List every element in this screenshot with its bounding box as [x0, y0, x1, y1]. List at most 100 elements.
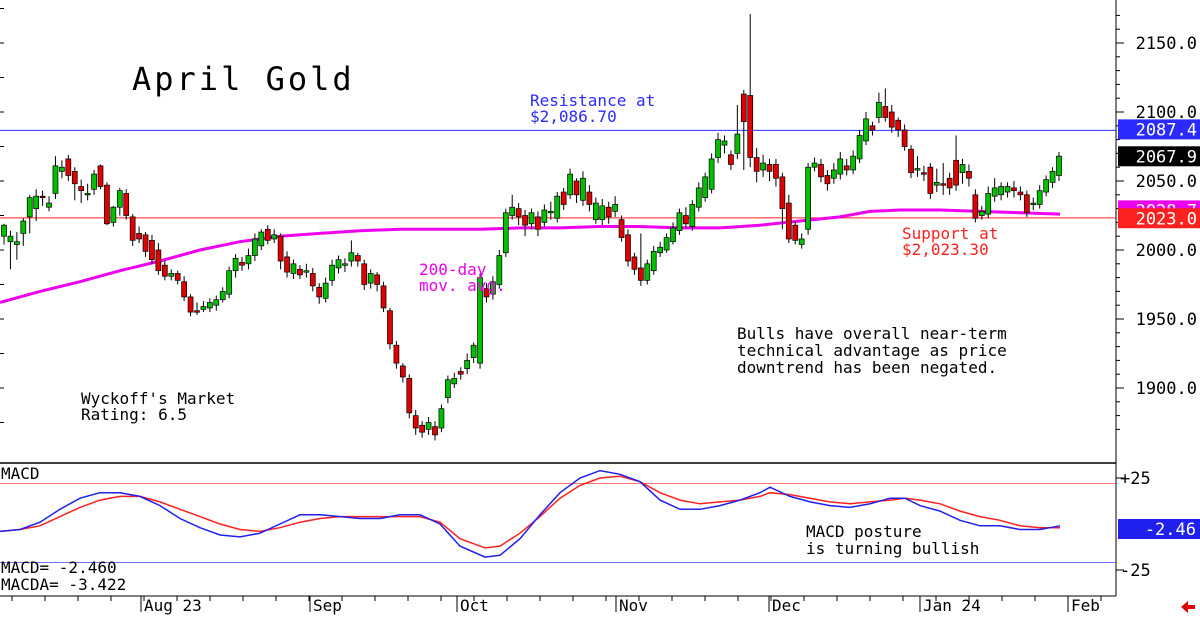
candle — [1017, 186, 1024, 201]
price-axis: 2150.0 2100.0 2050.0 2000.0 1950.0 1900.0 — [1116, 14, 1197, 430]
candle-body-up — [84, 193, 91, 196]
candle-body-up — [612, 204, 618, 212]
price-tag-box — [1118, 146, 1200, 167]
candle-body-up — [464, 360, 471, 370]
candle-body-up — [232, 257, 239, 272]
bulls-note-line3: downtrend has been negated. — [737, 358, 997, 377]
candle — [1056, 152, 1062, 181]
candle-body-down — [123, 193, 130, 216]
candle — [78, 179, 85, 204]
candle — [773, 158, 779, 187]
candle — [869, 121, 876, 136]
candle-body-up — [998, 186, 1004, 196]
candle-body-up — [708, 158, 715, 190]
candle — [207, 298, 213, 313]
candle-body-up — [116, 190, 123, 208]
macd-current-tag: -2.46 — [1118, 519, 1200, 540]
candle-body-down — [747, 95, 754, 158]
candle — [457, 367, 464, 380]
candle — [779, 172, 786, 230]
candle — [837, 152, 844, 180]
bulls-note-line2: technical advantage as price — [737, 341, 1007, 360]
candle — [528, 208, 535, 230]
candle-body-up — [978, 211, 985, 216]
candle-body-up — [734, 133, 741, 154]
candle — [174, 270, 181, 285]
price-tag: 2023.0 — [1118, 208, 1200, 229]
resistance-label-line1: Resistance at — [530, 91, 655, 110]
candle-body-up — [219, 291, 226, 301]
price-tag-label: 2087.4 — [1136, 120, 1197, 140]
candle-body-down — [728, 154, 734, 165]
price-tag: 2067.9 — [1118, 146, 1200, 167]
candle — [470, 342, 477, 364]
candle-body-down — [78, 186, 85, 192]
candle-body-up — [547, 211, 554, 214]
candle — [805, 163, 811, 235]
candle — [387, 307, 393, 350]
candle-body-down — [71, 170, 78, 185]
candle-body-up — [451, 377, 458, 385]
candle — [97, 164, 104, 190]
candle — [940, 163, 947, 195]
candle-body-up — [342, 263, 348, 266]
candle-body-up — [876, 101, 882, 118]
time-tick-label: Dec — [772, 596, 801, 615]
candle — [882, 88, 889, 122]
candle-body-up — [670, 227, 676, 243]
candle-body-up — [837, 158, 844, 175]
candle — [811, 157, 818, 172]
candle-body-down — [104, 184, 110, 225]
candle-body-up — [14, 241, 20, 245]
candle-body-down — [560, 191, 567, 205]
candle-body-up — [26, 197, 33, 218]
candle-body-down — [966, 170, 972, 179]
candle — [972, 189, 979, 223]
candle — [1011, 181, 1017, 198]
price-tick-label: 1900.0 — [1136, 379, 1197, 399]
candle-body-up — [303, 270, 310, 273]
candle — [863, 112, 869, 146]
candle-body-down — [779, 176, 786, 209]
candle — [271, 229, 278, 244]
candle-body-up — [91, 173, 97, 190]
time-tick-label: Jan 24 — [923, 596, 981, 615]
candle — [850, 150, 856, 175]
candle — [33, 189, 40, 222]
candle — [959, 158, 966, 184]
time-axis: Aug 23 Sep Oct Nov Dec Jan 24 Feb — [11, 596, 1102, 615]
candle — [515, 203, 522, 226]
candle-body-down — [194, 310, 200, 313]
candle-body-down — [297, 268, 303, 276]
candle-body-down — [374, 274, 380, 285]
candle — [496, 250, 503, 289]
candle — [631, 252, 638, 275]
candle — [978, 205, 985, 220]
candle-body-down — [618, 219, 625, 238]
candle — [502, 208, 509, 257]
candle — [65, 154, 72, 181]
macd-tick-label: -25 — [1120, 561, 1151, 581]
price-tick-label: 2000.0 — [1136, 241, 1197, 261]
price-tag-label: 2023.0 — [1136, 209, 1197, 229]
candle — [888, 105, 895, 133]
candle — [354, 252, 361, 267]
candle-body-down — [457, 371, 464, 375]
candle-body-up — [200, 306, 207, 310]
candle-body-down — [573, 180, 580, 196]
candle-body-down — [638, 267, 644, 281]
candle — [149, 234, 155, 264]
candle-body-down — [792, 224, 799, 241]
candle-body-down — [277, 235, 284, 262]
candle — [830, 163, 837, 184]
scroll-left-arrow-icon[interactable] — [1181, 601, 1195, 613]
wyckoff-rating-line2: Rating: 6.5 — [81, 405, 187, 424]
candle — [580, 171, 586, 206]
candle-body-up — [348, 252, 355, 262]
candle — [876, 92, 882, 124]
candle — [818, 158, 824, 183]
candle-body-up — [245, 255, 252, 265]
candle — [129, 214, 136, 246]
support-label-line1: Support at — [902, 224, 998, 243]
